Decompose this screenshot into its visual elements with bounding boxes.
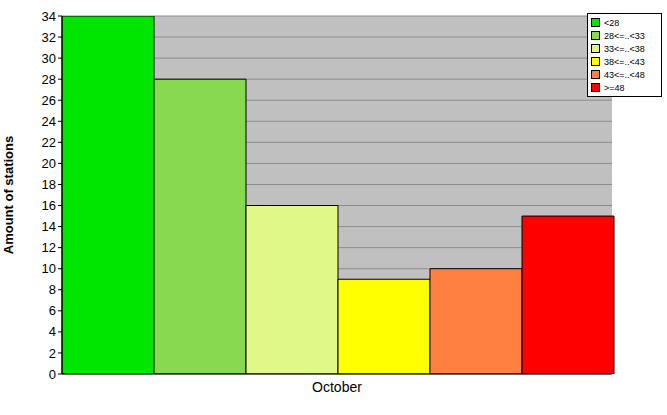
svg-text:14: 14 (42, 219, 56, 234)
svg-text:24: 24 (42, 114, 56, 129)
svg-text:4: 4 (49, 324, 56, 339)
svg-text:34: 34 (42, 9, 56, 24)
svg-text:20: 20 (42, 156, 56, 171)
svg-text:30: 30 (42, 51, 56, 66)
svg-text:16: 16 (42, 198, 56, 213)
svg-text:6: 6 (49, 303, 56, 318)
html-text:33<=..<38: 33<=..<38 (604, 43, 645, 54)
html-text:>=48: >=48 (604, 82, 625, 93)
svg-text:12: 12 (42, 240, 56, 255)
svg-text:2: 2 (49, 346, 56, 361)
svg-text:32: 32 (42, 30, 56, 45)
html-text:43<=..<48: 43<=..<48 (604, 69, 645, 80)
html-text:28<=..<33: 28<=..<33 (604, 30, 645, 41)
svg-text:0: 0 (49, 367, 56, 382)
svg-text:22: 22 (42, 135, 56, 150)
svg-text:10: 10 (42, 261, 56, 276)
svg-text:28: 28 (42, 72, 56, 87)
svg-text:Amount of stations: Amount of stations (8, 136, 16, 254)
html-text:<28: <28 (604, 17, 620, 28)
svg-text:26: 26 (42, 93, 56, 108)
html-text:38<=..<43: 38<=..<43 (604, 56, 645, 67)
svg-text:October: October (312, 379, 362, 395)
svg-text:8: 8 (49, 282, 56, 297)
svg-text:18: 18 (42, 177, 56, 192)
